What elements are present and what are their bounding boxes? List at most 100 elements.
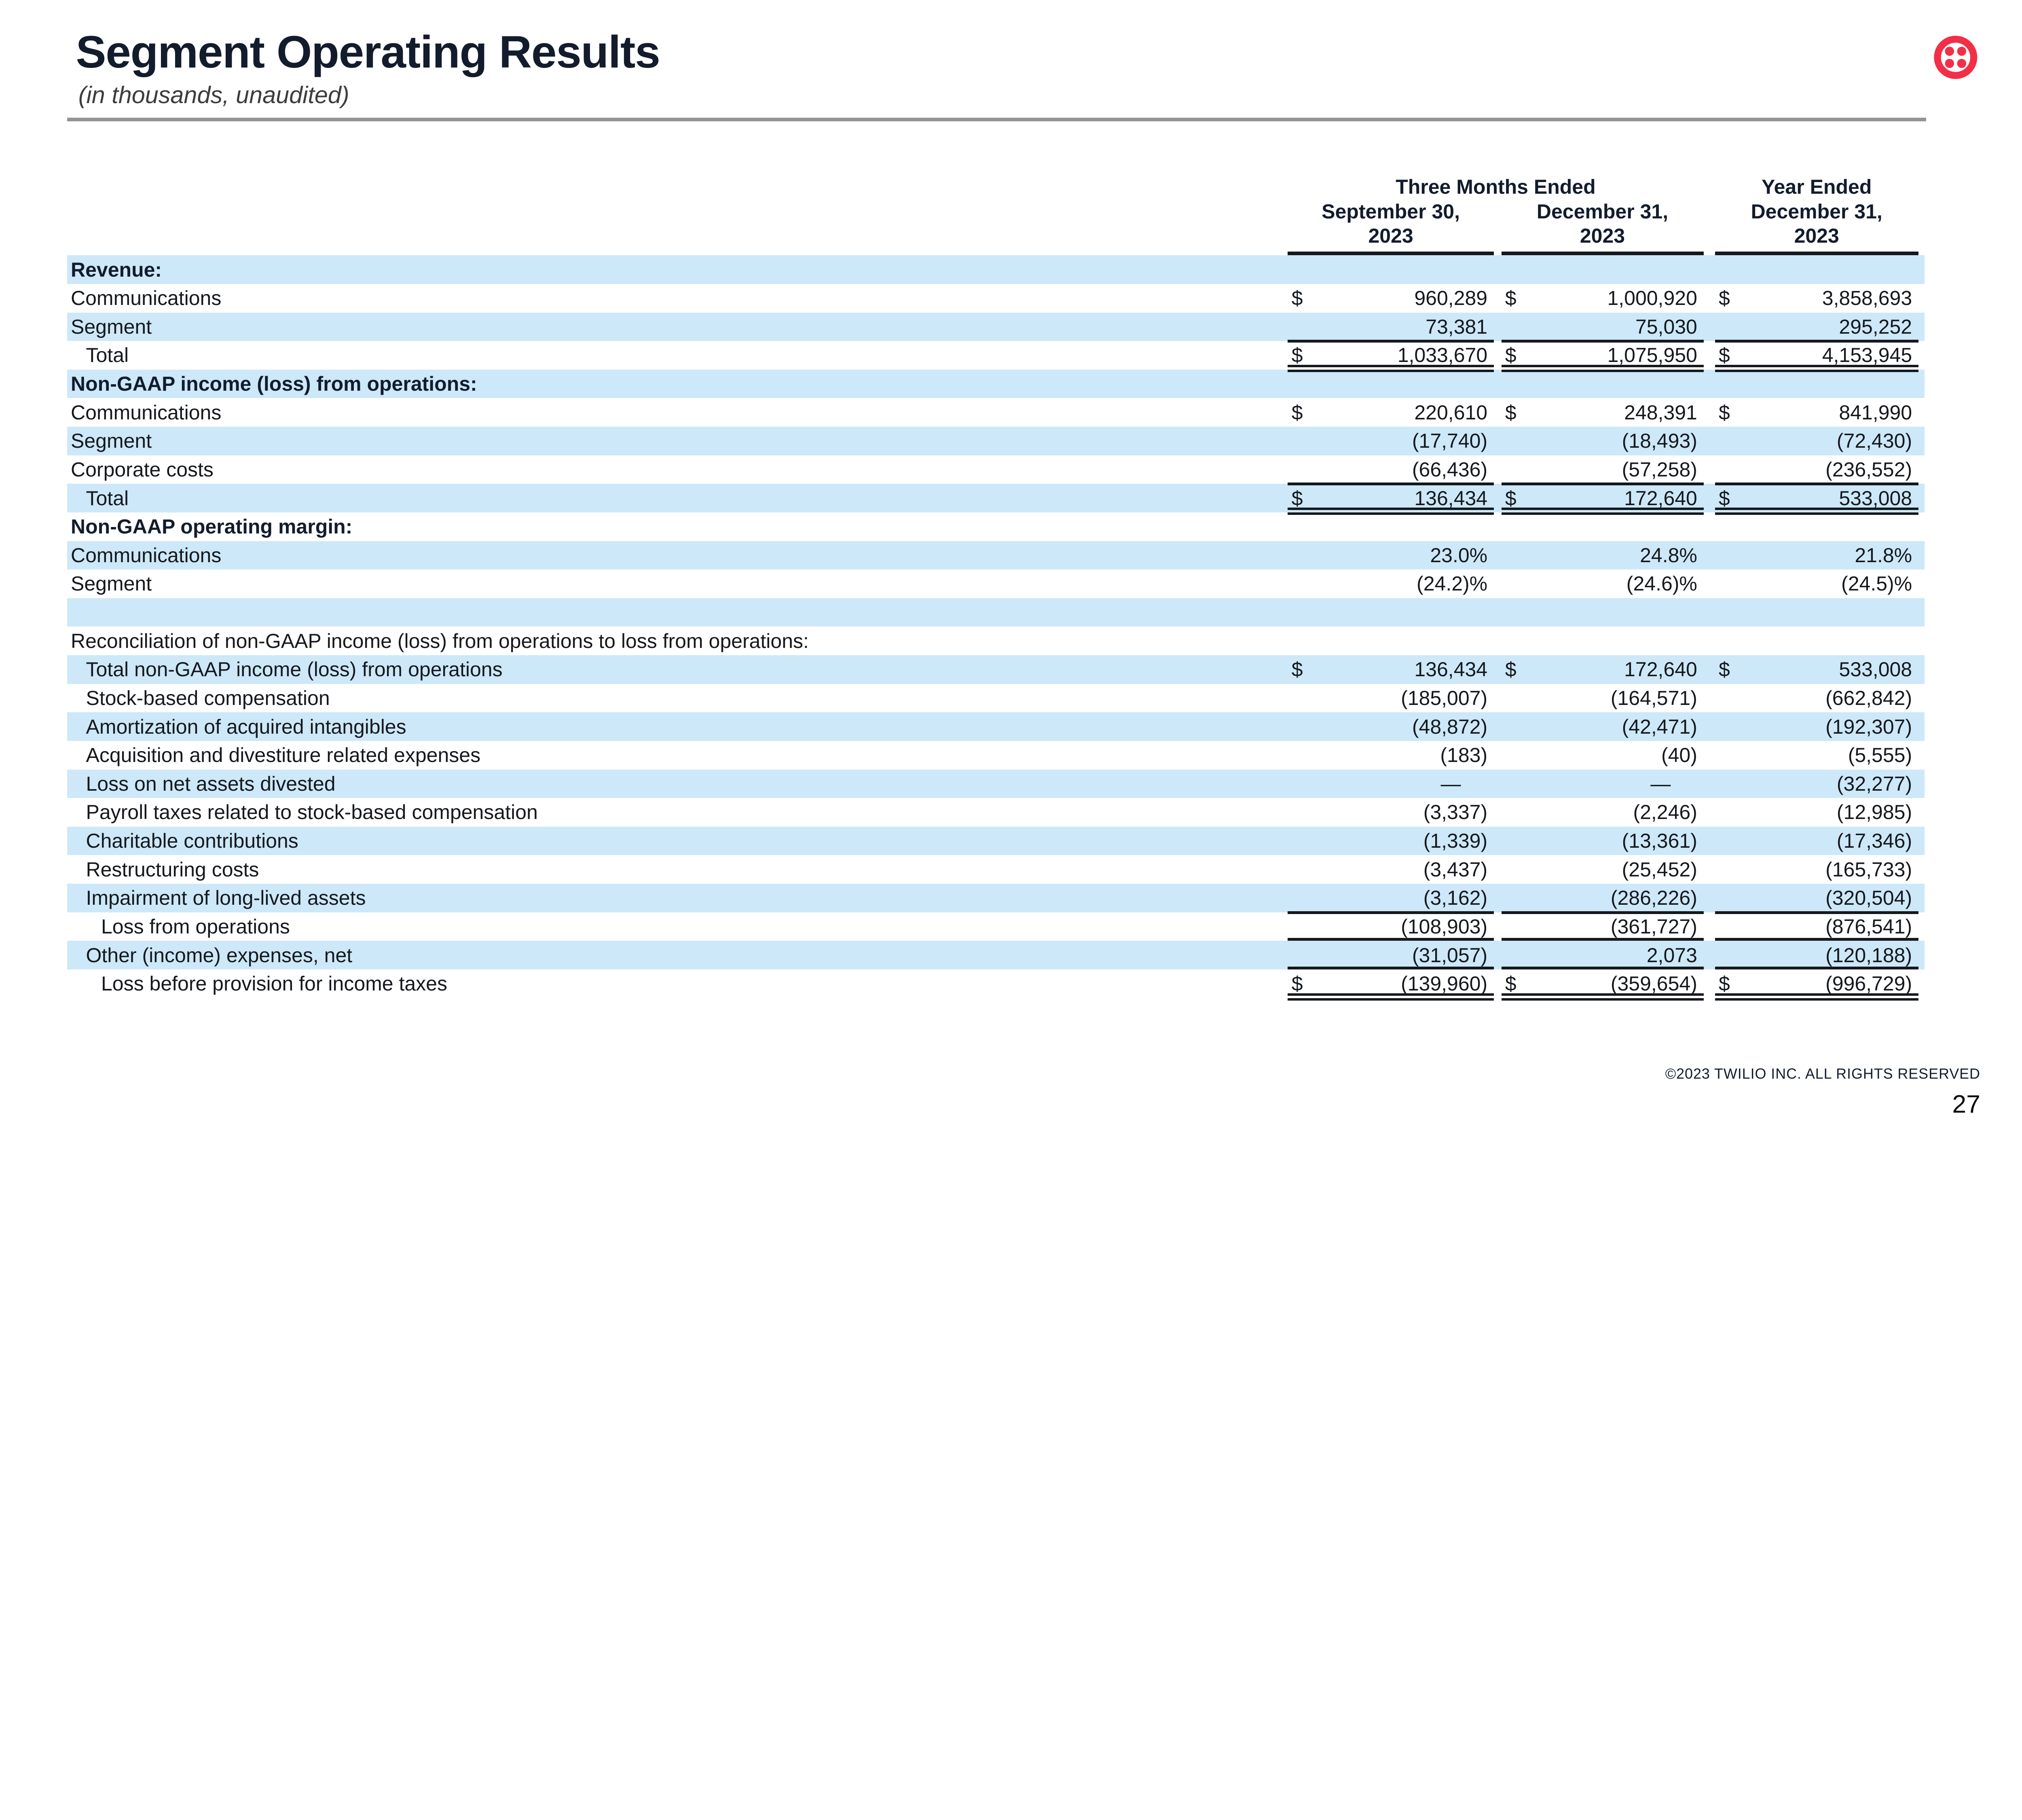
row-label: Amortization of acquired intangibles xyxy=(86,715,406,738)
cell-value: (57,258) xyxy=(1622,458,1697,481)
value-cell: $4,153,945 xyxy=(1715,340,1918,372)
cell-value: (164,571) xyxy=(1610,686,1697,709)
cell-value: (66,436) xyxy=(1412,458,1488,481)
value-cell: $533,008 xyxy=(1715,655,1918,684)
value-cell: (31,057) xyxy=(1288,941,1494,969)
value-cell xyxy=(1715,370,1918,398)
value-cell: (17,346) xyxy=(1715,827,1918,855)
cell-value: (876,541) xyxy=(1825,915,1912,938)
value-cell: $172,640 xyxy=(1501,483,1704,514)
currency-symbol: $ xyxy=(1719,287,1730,310)
currency-symbol: $ xyxy=(1291,658,1303,681)
cell-value: 841,990 xyxy=(1839,401,1912,424)
financial-table: Revenue: Communications $960,289 $1,000,920… xyxy=(67,255,1925,1000)
row-label: Reconciliation of non-GAAP income (loss)… xyxy=(71,629,809,652)
cell-value: (192,307) xyxy=(1825,715,1912,738)
table-row: Corporate costs (66,436) (57,258) (236,552) xyxy=(67,455,1925,484)
currency-symbol: $ xyxy=(1719,401,1730,424)
currency-symbol: $ xyxy=(1505,487,1516,510)
value-cell: $841,990 xyxy=(1715,398,1918,427)
value-cell xyxy=(1502,512,1704,541)
row-label: Communications xyxy=(71,401,222,424)
value-cell: (3,162) xyxy=(1288,884,1493,912)
table-row: Revenue: xyxy=(67,255,1925,284)
value-cell: (24.2)% xyxy=(1288,569,1493,598)
row-label: Corporate costs xyxy=(71,458,214,481)
cell-value: (3,437) xyxy=(1423,858,1488,881)
cell-value: (32,277) xyxy=(1836,772,1912,795)
value-cell: 73,381 xyxy=(1288,313,1493,341)
column-header-line: September 30, xyxy=(1322,200,1460,223)
table-row: Segment (24.2)% (24.6)% (24.5)% xyxy=(67,569,1925,598)
currency-symbol: $ xyxy=(1291,401,1303,424)
currency-symbol: $ xyxy=(1505,401,1516,424)
cell-value: (139,960) xyxy=(1401,972,1488,995)
cell-value: — xyxy=(1650,772,1671,795)
table-row: Non-GAAP operating margin: xyxy=(67,512,1925,541)
column-header-december-31-2023: December 31, 2023 xyxy=(1501,195,1704,256)
cell-value: (13,361) xyxy=(1622,830,1697,853)
value-cell: (662,842) xyxy=(1715,684,1918,713)
value-cell: $1,033,670 xyxy=(1288,340,1494,372)
value-cell: — xyxy=(1288,770,1493,798)
cell-value: (359,654) xyxy=(1610,972,1697,995)
currency-symbol: $ xyxy=(1719,972,1730,995)
row-label: Charitable contributions xyxy=(86,830,298,853)
cell-value: (120,188) xyxy=(1825,944,1912,967)
column-header-line: 2023 xyxy=(1368,224,1413,247)
cell-value: 136,434 xyxy=(1414,487,1488,510)
cell-value: (108,903) xyxy=(1401,915,1488,938)
value-cell xyxy=(1288,255,1493,284)
value-cell: $248,391 xyxy=(1502,398,1704,427)
table-row: Charitable contributions (1,339) (13,361) (… xyxy=(67,826,1925,855)
value-cell: (185,007) xyxy=(1288,684,1493,713)
column-header-line: 2023 xyxy=(1580,224,1625,247)
table-row: Loss on net assets divested — — (32,277) xyxy=(67,769,1925,798)
value-cell: (48,872) xyxy=(1288,712,1493,741)
value-cell: (164,571) xyxy=(1502,684,1704,713)
cell-value: (17,346) xyxy=(1836,830,1912,853)
value-cell: 2,073 xyxy=(1501,941,1704,969)
cell-value: 3,858,693 xyxy=(1822,287,1912,310)
cell-value: (12,985) xyxy=(1836,801,1912,824)
value-cell: (361,727) xyxy=(1501,911,1704,941)
value-cell xyxy=(1502,255,1704,284)
cell-value: 23.0% xyxy=(1430,544,1488,567)
table-row: Communications $960,289 $1,000,920 $3,858,6… xyxy=(67,284,1925,313)
cell-value: 2,073 xyxy=(1646,944,1697,967)
cell-value: 248,391 xyxy=(1624,401,1697,424)
column-header-september-30-2023: September 30, 2023 xyxy=(1288,195,1494,256)
table-row: Loss from operations (108,903) (361,727) (8… xyxy=(67,911,1925,941)
value-cell: 24.8% xyxy=(1502,541,1704,570)
value-cell: $136,434 xyxy=(1288,655,1493,684)
row-label: Total xyxy=(86,344,129,367)
value-cell: 295,252 xyxy=(1715,313,1918,341)
value-cell: 21.8% xyxy=(1715,541,1918,570)
value-cell: 75,030 xyxy=(1502,313,1704,341)
cell-value: 73,381 xyxy=(1426,315,1488,338)
row-label: Communications xyxy=(71,287,222,310)
row-label: Revenue: xyxy=(71,258,162,281)
cell-value: (2,246) xyxy=(1633,801,1697,824)
cell-value: 220,610 xyxy=(1414,401,1488,424)
page-number: 27 xyxy=(1952,1090,1980,1118)
table-row: Amortization of acquired intangibles (48,… xyxy=(67,712,1925,741)
currency-symbol: $ xyxy=(1719,344,1730,367)
cell-value: 4,153,945 xyxy=(1822,344,1912,367)
cell-value: 75,030 xyxy=(1635,315,1697,338)
cell-value: — xyxy=(1440,772,1461,795)
cell-value: 172,640 xyxy=(1624,658,1697,681)
value-cell: (183) xyxy=(1288,741,1493,770)
value-cell: (66,436) xyxy=(1288,455,1493,484)
cell-value: 172,640 xyxy=(1624,487,1697,510)
cell-value: 1,033,670 xyxy=(1397,344,1488,367)
table-row: Non-GAAP income (loss) from operations: xyxy=(67,369,1925,398)
table-row xyxy=(67,598,1925,627)
value-cell: (17,740) xyxy=(1288,427,1493,455)
value-cell: (236,552) xyxy=(1715,455,1918,484)
value-cell: (32,277) xyxy=(1715,770,1918,798)
value-cell: (3,337) xyxy=(1288,798,1493,827)
column-header-year-december-31-2023: December 31, 2023 xyxy=(1715,195,1918,256)
currency-symbol: $ xyxy=(1291,287,1303,310)
value-cell: (57,258) xyxy=(1502,455,1704,484)
